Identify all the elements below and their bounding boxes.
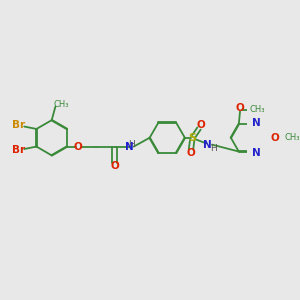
Text: H: H	[210, 144, 217, 153]
Text: N: N	[125, 142, 134, 152]
Text: CH₃: CH₃	[285, 133, 300, 142]
Text: CH₃: CH₃	[54, 100, 69, 109]
Text: O: O	[74, 142, 82, 152]
Text: O: O	[196, 120, 205, 130]
Text: N: N	[203, 140, 212, 150]
Text: O: O	[110, 161, 119, 171]
Text: Br: Br	[11, 120, 25, 130]
Text: CH₃: CH₃	[250, 105, 266, 114]
Text: H: H	[128, 140, 135, 149]
Text: O: O	[270, 133, 279, 143]
Text: Br: Br	[11, 145, 25, 155]
Text: N: N	[252, 148, 260, 158]
Text: N: N	[252, 118, 260, 128]
Text: S: S	[188, 133, 196, 143]
Text: O: O	[235, 103, 244, 113]
Text: O: O	[187, 148, 195, 158]
